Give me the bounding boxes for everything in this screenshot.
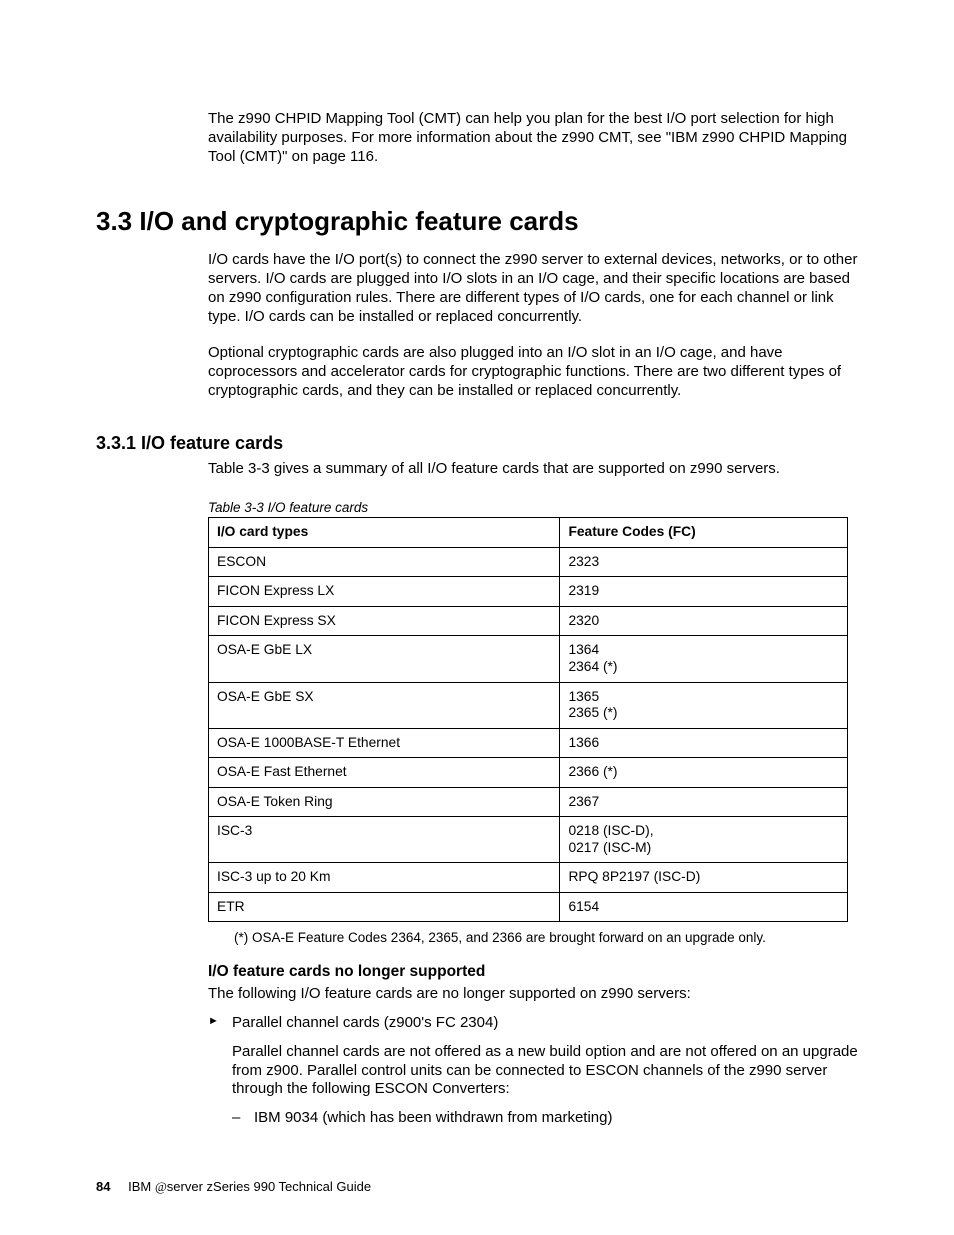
subsection-heading-3-3-1: 3.3.1 I/O feature cards <box>96 433 858 454</box>
table-row: OSA-E GbE LX13642364 (*) <box>209 636 848 682</box>
no-longer-intro: The following I/O feature cards are no l… <box>208 985 858 1004</box>
table-cell-fc: 0218 (ISC-D),0217 (ISC-M) <box>560 817 848 863</box>
table-row: ESCON2323 <box>209 547 848 577</box>
table-row: ISC-30218 (ISC-D),0217 (ISC-M) <box>209 817 848 863</box>
table-cell-type: ETR <box>209 892 560 922</box>
bullet-list: Parallel channel cards (z900's FC 2304) … <box>208 1014 858 1128</box>
io-feature-table: I/O card types Feature Codes (FC) ESCON2… <box>208 517 848 922</box>
table-row: ISC-3 up to 20 KmRPQ 8P2197 (ISC-D) <box>209 863 848 893</box>
table-header-col2: Feature Codes (FC) <box>560 518 848 548</box>
table-cell-type: OSA-E GbE LX <box>209 636 560 682</box>
table-cell-type: FICON Express LX <box>209 577 560 607</box>
table-cell-type: OSA-E Token Ring <box>209 787 560 817</box>
table-cell-type: ISC-3 up to 20 Km <box>209 863 560 893</box>
table-cell-fc: 13642364 (*) <box>560 636 848 682</box>
table-header-row: I/O card types Feature Codes (FC) <box>209 518 848 548</box>
book-title: IBM @server zSeries 990 Technical Guide <box>128 1179 371 1194</box>
table-cell-fc: 1366 <box>560 728 848 758</box>
bullet-item-para: Parallel channel cards are not offered a… <box>232 1043 858 1099</box>
book-at: @ <box>155 1179 167 1194</box>
page: The z990 CHPID Mapping Tool (CMT) can he… <box>0 0 954 1235</box>
table-caption: Table 3-3 I/O feature cards <box>208 500 858 515</box>
table-cell-fc: 2319 <box>560 577 848 607</box>
table-cell-fc: 2323 <box>560 547 848 577</box>
table-cell-type: FICON Express SX <box>209 606 560 636</box>
table-block: Table 3-3 I/O feature cards I/O card typ… <box>208 500 858 945</box>
table-cell-type: ISC-3 <box>209 817 560 863</box>
page-footer: 84 IBM @server zSeries 990 Technical Gui… <box>96 1179 371 1195</box>
book-rest: zSeries 990 Technical Guide <box>203 1179 371 1194</box>
table-row: FICON Express SX2320 <box>209 606 848 636</box>
subsection-intro: Table 3-3 gives a summary of all I/O fea… <box>208 460 858 479</box>
dash-list: IBM 9034 (which has been withdrawn from … <box>232 1109 858 1128</box>
dash-item-ibm9034: IBM 9034 (which has been withdrawn from … <box>232 1109 858 1128</box>
book-prefix: IBM <box>128 1179 155 1194</box>
table-row: ETR6154 <box>209 892 848 922</box>
table-row: OSA-E Token Ring2367 <box>209 787 848 817</box>
table-cell-type: OSA-E 1000BASE-T Ethernet <box>209 728 560 758</box>
section-heading-3-3: 3.3 I/O and cryptographic feature cards <box>96 206 858 237</box>
intro-paragraph: The z990 CHPID Mapping Tool (CMT) can he… <box>208 110 858 166</box>
table-cell-type: OSA-E Fast Ethernet <box>209 758 560 788</box>
section-3-3-para-2: Optional cryptographic cards are also pl… <box>208 344 858 400</box>
bullet-line1: Parallel channel cards (z900's FC 2304) <box>232 1014 498 1031</box>
table-row: OSA-E GbE SX13652365 (*) <box>209 682 848 728</box>
no-longer-supported-block: I/O feature cards no longer supported Th… <box>208 963 858 1128</box>
table-row: OSA-E Fast Ethernet2366 (*) <box>209 758 848 788</box>
no-longer-heading: I/O feature cards no longer supported <box>208 963 858 981</box>
table-cell-type: ESCON <box>209 547 560 577</box>
table-cell-fc: 2366 (*) <box>560 758 848 788</box>
page-number: 84 <box>96 1179 110 1194</box>
section-3-3-para-1: I/O cards have the I/O port(s) to connec… <box>208 251 858 326</box>
table-row: FICON Express LX2319 <box>209 577 848 607</box>
table-cell-fc: 6154 <box>560 892 848 922</box>
table-cell-fc: 2367 <box>560 787 848 817</box>
table-footnote: (*) OSA-E Feature Codes 2364, 2365, and … <box>234 930 858 945</box>
table-row: OSA-E 1000BASE-T Ethernet1366 <box>209 728 848 758</box>
table-cell-fc: 2320 <box>560 606 848 636</box>
table-cell-fc: 13652365 (*) <box>560 682 848 728</box>
table-cell-fc: RPQ 8P2197 (ISC-D) <box>560 863 848 893</box>
table-cell-type: OSA-E GbE SX <box>209 682 560 728</box>
book-server: server <box>167 1179 203 1194</box>
table-header-col1: I/O card types <box>209 518 560 548</box>
bullet-item-parallel: Parallel channel cards (z900's FC 2304) … <box>208 1014 858 1128</box>
